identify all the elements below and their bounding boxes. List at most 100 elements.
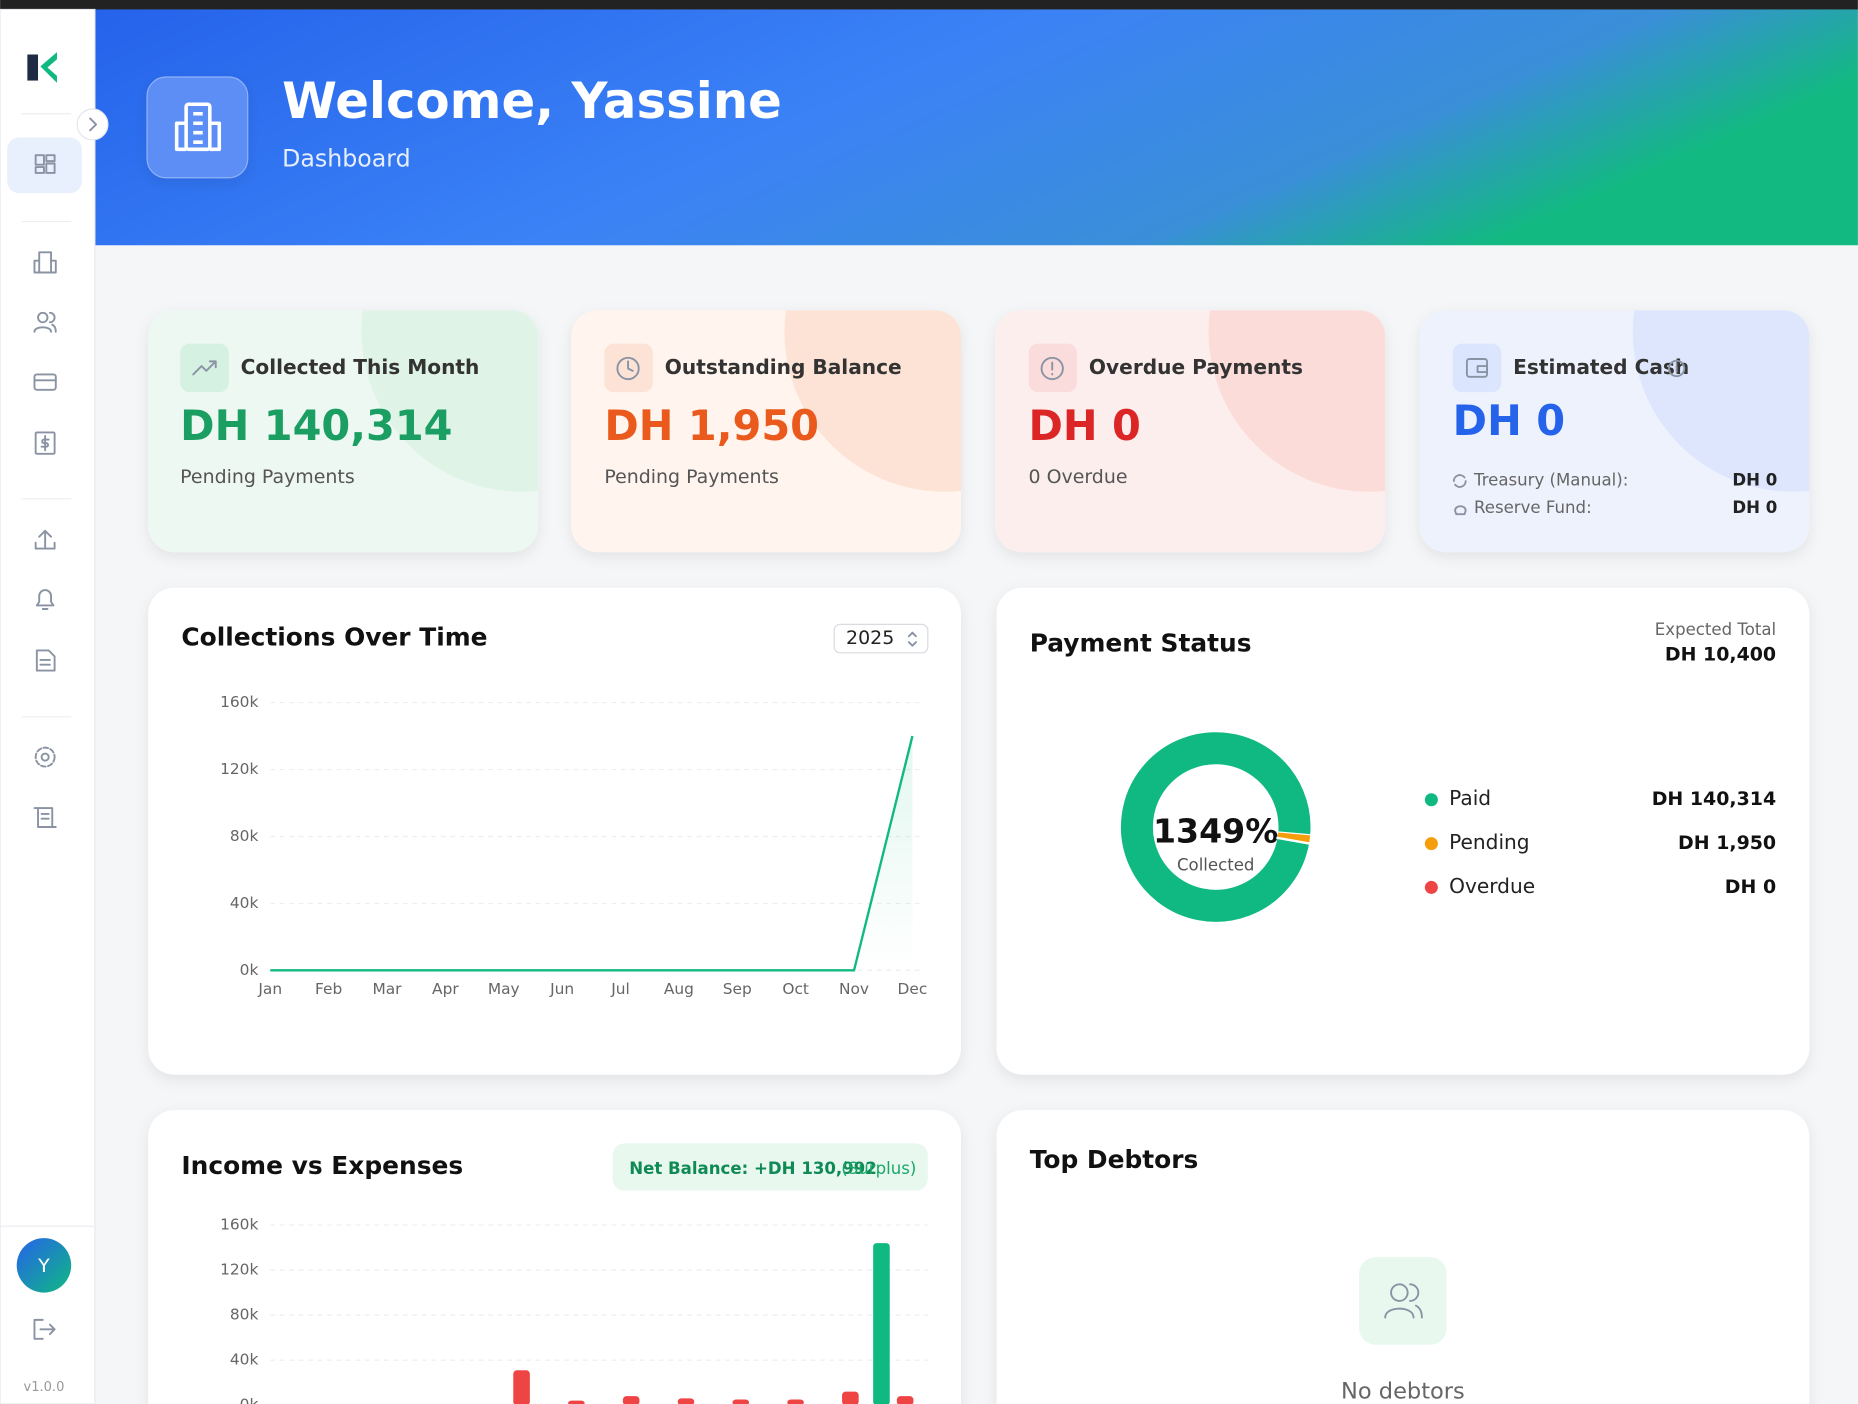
summary-label: Expected Total (1655, 620, 1776, 639)
empty-message: No debtors (1341, 1379, 1465, 1404)
clock-icon-part (616, 356, 640, 381)
cash-row-label: Treasury (Manual): (1473, 471, 1628, 490)
dashboard-icon-part (34, 154, 45, 166)
stat-card-part (784, 310, 961, 492)
bar (568, 1400, 585, 1404)
card-value: DH 0 (1029, 402, 1141, 450)
logout-part (33, 1318, 56, 1340)
legend-value: DH 0 (1725, 876, 1776, 898)
sidebar-toggle[interactable] (76, 108, 109, 141)
cash-row-label: Reserve Fund: (1474, 498, 1592, 517)
nav-residents[interactable] (33, 311, 57, 333)
nav-expenses[interactable] (34, 431, 56, 455)
card-value: DH 0 (1453, 397, 1565, 445)
legend-value: DH 1,950 (1678, 832, 1776, 854)
y-tick-label: 40k (230, 894, 259, 912)
x-tick-label: Jan (257, 980, 282, 998)
legend-label: Overdue (1449, 874, 1535, 898)
select-chevron (907, 631, 917, 647)
card-title: Overdue Payments (1089, 355, 1303, 379)
logout[interactable] (33, 1318, 56, 1340)
y-tick-label: 80k (230, 827, 259, 845)
nav-buildings[interactable] (33, 251, 57, 274)
legend-value: DH 140,314 (1652, 788, 1776, 810)
cash-row-value: DH 0 (1732, 471, 1777, 490)
version: v1.0.0 (24, 1380, 65, 1395)
y-tick-label: 160k (220, 1216, 258, 1234)
building-icon-part (184, 102, 212, 152)
y-tick-label: 160k (220, 693, 258, 711)
x-tick-label: Jul (610, 980, 630, 998)
nav-upload-part (34, 529, 56, 550)
users-icon-part (1390, 1283, 1409, 1302)
panel-title: Top Debtors (1030, 1145, 1199, 1174)
users-icon-part (1384, 1283, 1423, 1319)
stat-card (571, 310, 961, 553)
nav-notifications[interactable] (35, 589, 55, 610)
avatar[interactable] (16, 1238, 72, 1293)
reserve-icon (1454, 505, 1467, 516)
stat-card-part (1632, 310, 1810, 492)
x-tick-label: Jun (549, 980, 574, 998)
bar (677, 1398, 695, 1404)
donut-center-label: Collected (1177, 856, 1254, 875)
nav-settings[interactable] (34, 746, 56, 768)
alert-icon-part (1040, 356, 1064, 381)
card-note: Pending Payments (180, 466, 354, 488)
bar (787, 1399, 804, 1404)
nav-documents[interactable] (35, 649, 56, 672)
dashboard-icon (34, 154, 56, 174)
nav-upload[interactable] (34, 529, 56, 550)
x-tick-label: May (488, 980, 520, 998)
year-select[interactable] (833, 623, 929, 654)
logo-part (27, 54, 39, 81)
bar (732, 1399, 750, 1404)
window-top-bar (0, 0, 1858, 10)
y-tick-label: 0k (240, 1396, 259, 1404)
x-tick-label: Sep (723, 980, 752, 998)
bar (873, 1243, 890, 1404)
panel (996, 587, 1810, 1075)
logo (27, 52, 57, 83)
stat-card (148, 310, 539, 553)
header-banner (94, 9, 1858, 246)
nav-reports[interactable] (33, 807, 57, 828)
sidebar-toggle-part (89, 117, 98, 132)
legend-label: Pending (1449, 830, 1529, 854)
sidebar-toggle-part (76, 108, 109, 141)
info-icon[interactable] (1667, 359, 1686, 378)
year-select-value: 2025 (846, 627, 894, 649)
stat-card-part (1208, 310, 1386, 492)
stat-card (995, 310, 1386, 553)
sidebar (0, 8, 96, 1404)
x-tick-label: Mar (372, 980, 402, 998)
nav-payments[interactable] (33, 373, 57, 391)
building-icon-part (174, 111, 222, 152)
header-icon-box (146, 76, 249, 179)
clock-icon-part (627, 360, 634, 372)
nav-residents-part (33, 311, 57, 333)
legend-dot (1424, 837, 1438, 851)
nav-residents-part (37, 311, 49, 324)
card-note: 0 Overdue (1029, 466, 1128, 488)
nav-reports-part (33, 807, 57, 828)
card-title: Collected This Month (241, 355, 480, 379)
y-tick-label: 80k (230, 1306, 259, 1324)
legend-dot (1424, 880, 1438, 894)
nav-buildings-part (33, 259, 57, 274)
nav-buildings-part (38, 251, 53, 274)
x-tick-label: Apr (432, 980, 459, 998)
nav-payments-part (33, 373, 57, 391)
card-note: Pending Payments (604, 466, 779, 488)
panel-title: Income vs Expenses (181, 1151, 463, 1180)
stat-card (1419, 310, 1810, 553)
card-value: DH 1,950 (604, 402, 819, 450)
legend-label: Paid (1449, 786, 1491, 810)
segment-gap (1276, 836, 1311, 845)
y-tick-label: 120k (220, 1261, 258, 1279)
nav-expenses-part (34, 431, 56, 455)
logo-part (40, 52, 57, 83)
panel (148, 587, 961, 1075)
